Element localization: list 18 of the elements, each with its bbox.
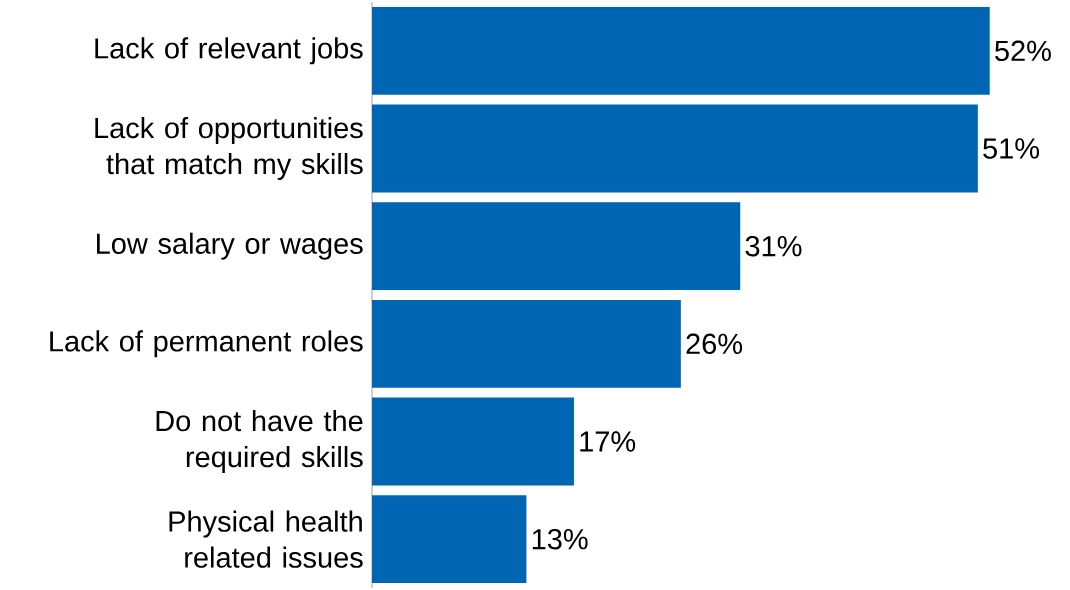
data-label: 31% [745,235,802,257]
data-label: 26% [686,333,743,355]
bar [372,495,527,584]
bar [372,6,990,95]
bar [372,202,741,291]
data-label: 51% [983,138,1040,159]
data-label: 17% [580,431,636,452]
bar [372,104,978,193]
data-label: 52% [995,40,1051,62]
y-tick-label: Do not have the required skills [156,409,363,474]
y-tick-label: Low salary or wages [97,232,363,260]
y-tick-label: Lack of permanent roles [50,330,363,358]
y-tick-label: Physical health related issues [169,510,363,568]
bar [372,397,574,486]
bar [372,299,681,388]
y-tick-label: Lack of relevant jobs [95,37,363,65]
y-tick-label: Lack of opportunities that match my skills [95,116,363,181]
data-label: 13% [532,528,588,550]
